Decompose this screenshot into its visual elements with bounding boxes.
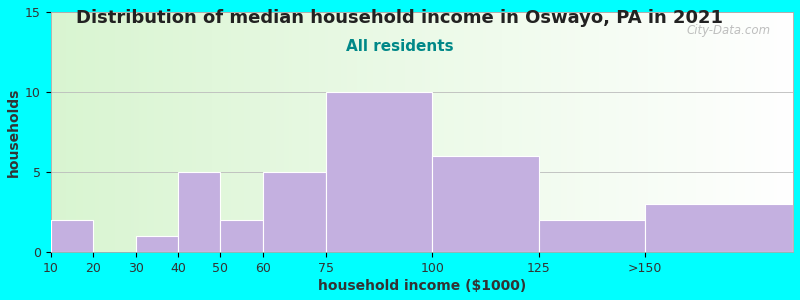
Text: City-Data.com: City-Data.com	[686, 24, 770, 37]
Bar	[263, 172, 326, 252]
Bar	[645, 204, 793, 252]
Bar	[220, 220, 263, 252]
Y-axis label: households: households	[7, 87, 21, 177]
Bar	[50, 220, 93, 252]
Bar	[326, 92, 433, 252]
Bar	[178, 172, 220, 252]
Bar	[433, 156, 538, 252]
Text: All residents: All residents	[346, 39, 454, 54]
Bar	[135, 236, 178, 252]
X-axis label: household income ($1000): household income ($1000)	[318, 279, 526, 293]
Bar	[538, 220, 645, 252]
Text: Distribution of median household income in Oswayo, PA in 2021: Distribution of median household income …	[77, 9, 723, 27]
